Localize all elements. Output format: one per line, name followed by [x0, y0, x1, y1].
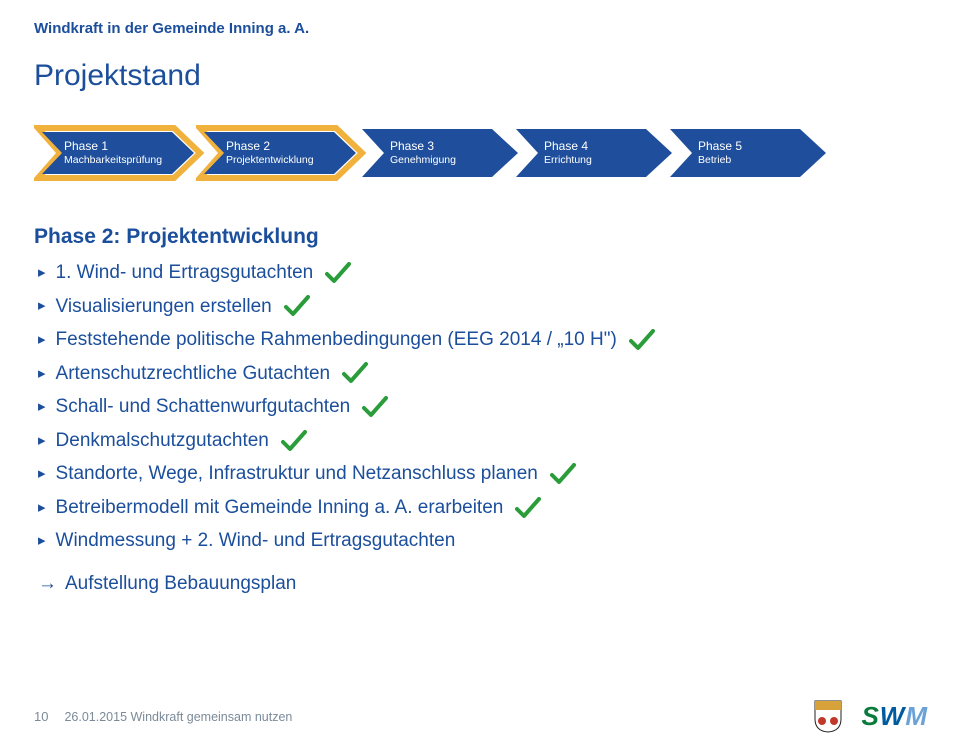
footer-left: 10 26.01.2015 Windkraft gemeinsam nutzen: [34, 709, 292, 724]
bullet-text: Denkmalschutzgutachten: [56, 427, 269, 455]
phase-arrow-2: Phase 2 Projektentwicklung: [196, 124, 366, 182]
bullet-item: ▸ Standorte, Wege, Infrastruktur und Netz…: [38, 460, 926, 488]
swm-s: S: [861, 701, 877, 732]
triangle-bullet-icon: ▸: [38, 530, 46, 552]
bullet-item: ▸ Schall- und Schattenwurfgutachten: [38, 393, 926, 421]
bullet-item: ▸ Feststehende politische Rahmenbedingung…: [38, 326, 926, 354]
crest-icon: [813, 699, 843, 733]
phase-subtitle: Genehmigung: [390, 155, 514, 167]
bullet-text: Betreibermodell mit Gemeinde Inning a. A…: [56, 494, 504, 522]
arrow-line: → Aufstellung Bebauungsplan: [38, 573, 926, 595]
bullet-item: ▸ Betreibermodell mit Gemeinde Inning a. …: [38, 494, 926, 522]
slide: Windkraft in der Gemeinde Inning a. A. P…: [0, 0, 960, 745]
bullet-item: ▸ Artenschutzrechtliche Gutachten: [38, 360, 926, 388]
footer-text: 26.01.2015 Windkraft gemeinsam nutzen: [64, 710, 292, 724]
check-icon: [284, 295, 310, 317]
check-icon: [515, 497, 541, 519]
phase-subtitle: Betrieb: [698, 155, 822, 167]
phase-subtitle: Projektentwicklung: [226, 155, 360, 167]
phase-title: Phase 4: [544, 140, 668, 153]
check-icon: [629, 329, 655, 351]
bullet-text: Schall- und Schattenwurfgutachten: [56, 393, 351, 421]
bullet-text: Artenschutzrechtliche Gutachten: [56, 360, 331, 388]
header-title: Windkraft in der Gemeinde Inning a. A.: [34, 20, 926, 37]
triangle-bullet-icon: ▸: [38, 262, 46, 284]
bullet-text: Windmessung + 2. Wind- und Ertragsgutach…: [56, 527, 456, 555]
triangle-bullet-icon: ▸: [38, 295, 46, 317]
bullet-item: ▸ Denkmalschutzgutachten: [38, 427, 926, 455]
swm-w: W: [880, 701, 904, 732]
triangle-bullet-icon: ▸: [38, 329, 46, 351]
bullet-item: ▸ Visualisierungen erstellen: [38, 293, 926, 321]
triangle-bullet-icon: ▸: [38, 430, 46, 452]
footer-right: SWM: [813, 699, 926, 733]
page-number: 10: [34, 709, 48, 724]
phase-arrow-bar: Phase 1 Machbarkeitsprüfung Phase 2 Proj…: [34, 121, 926, 185]
bullet-item: ▸ Windmessung + 2. Wind- und Ertragsgutac…: [38, 527, 926, 555]
swm-logo: SWM: [861, 701, 926, 732]
bullet-text: Feststehende politische Rahmenbedingunge…: [56, 326, 617, 354]
triangle-bullet-icon: ▸: [38, 497, 46, 519]
check-icon: [281, 430, 307, 452]
bullet-item: ▸ 1. Wind- und Ertragsgutachten: [38, 259, 926, 287]
phase-subtitle: Errichtung: [544, 155, 668, 167]
bullet-text: 1. Wind- und Ertragsgutachten: [56, 259, 314, 287]
check-icon: [325, 262, 351, 284]
phase-arrow-3: Phase 3 Genehmigung: [360, 127, 520, 179]
phase-arrow-1: Phase 1 Machbarkeitsprüfung: [34, 124, 204, 182]
triangle-bullet-icon: ▸: [38, 396, 46, 418]
bullet-text: Standorte, Wege, Infrastruktur und Netza…: [56, 460, 538, 488]
check-icon: [362, 396, 388, 418]
phase-title: Phase 1: [64, 140, 198, 153]
arrow-shape: [514, 127, 674, 179]
phase-title: Phase 3: [390, 140, 514, 153]
triangle-bullet-icon: ▸: [38, 363, 46, 385]
check-icon: [342, 362, 368, 384]
arrow-shape: [360, 127, 520, 179]
arrow-shape: [196, 124, 366, 182]
bullet-list: ▸ 1. Wind- und Ertragsgutachten ▸ Visualisi…: [38, 259, 926, 555]
arrow-right-icon: →: [38, 573, 57, 595]
triangle-bullet-icon: ▸: [38, 463, 46, 485]
phase-arrow-4: Phase 4 Errichtung: [514, 127, 674, 179]
main-title: Projektstand: [34, 59, 926, 93]
bullet-text: Visualisierungen erstellen: [56, 293, 272, 321]
arrow-shape: [34, 124, 204, 182]
arrow-line-text: Aufstellung Bebauungsplan: [65, 573, 296, 595]
swm-m: M: [905, 701, 926, 732]
phase-arrow-5: Phase 5 Betrieb: [668, 127, 828, 179]
section-subtitle: Phase 2: Projektentwicklung: [34, 225, 926, 249]
phase-title: Phase 5: [698, 140, 822, 153]
footer: 10 26.01.2015 Windkraft gemeinsam nutzen…: [34, 699, 926, 733]
arrow-shape: [668, 127, 828, 179]
check-icon: [550, 463, 576, 485]
phase-title: Phase 2: [226, 140, 360, 153]
phase-subtitle: Machbarkeitsprüfung: [64, 155, 198, 167]
